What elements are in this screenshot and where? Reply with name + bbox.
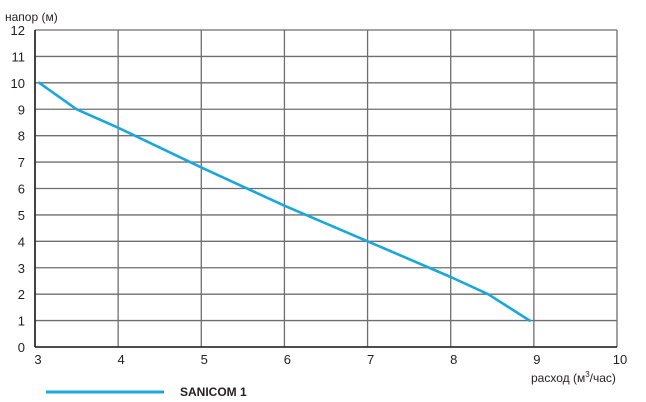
x-tick-label: 6: [284, 352, 291, 367]
series-line: [37, 81, 532, 322]
y-tick-label: 1: [18, 314, 25, 329]
y-tick-label: 2: [18, 287, 25, 302]
y-tick-label: 12: [11, 23, 25, 38]
y-tick-label: 10: [11, 76, 25, 91]
x-tick-label: 10: [613, 352, 627, 367]
legend-label: SANICOM 1: [180, 385, 247, 399]
y-tick-label: 9: [18, 102, 25, 117]
x-tick-label: 9: [533, 352, 540, 367]
x-tick-label: 8: [450, 352, 457, 367]
x-tick-label: 4: [118, 352, 125, 367]
y-tick-label: 4: [18, 234, 25, 249]
y-tick-label: 6: [18, 182, 25, 197]
y-tick-label: 7: [18, 155, 25, 170]
y-tick-label: 5: [18, 208, 25, 223]
x-tick-label: 7: [367, 352, 374, 367]
series-layer: [37, 81, 532, 322]
grid: [34, 29, 618, 348]
y-tick-label: 11: [12, 49, 26, 64]
x-tick-labels: 3 4 5 6 7 8 9 10: [34, 352, 627, 367]
x-axis-title: расход (м3/час): [531, 370, 616, 385]
y-tick-label: 3: [18, 261, 25, 276]
x-tick-label: 3: [34, 352, 41, 367]
y-axis-title: напор (м): [5, 10, 58, 24]
y-tick-label: 0: [18, 340, 25, 355]
y-tick-label: 8: [18, 129, 25, 144]
legend: SANICOM 1: [46, 385, 247, 399]
x-tick-label: 5: [201, 352, 208, 367]
